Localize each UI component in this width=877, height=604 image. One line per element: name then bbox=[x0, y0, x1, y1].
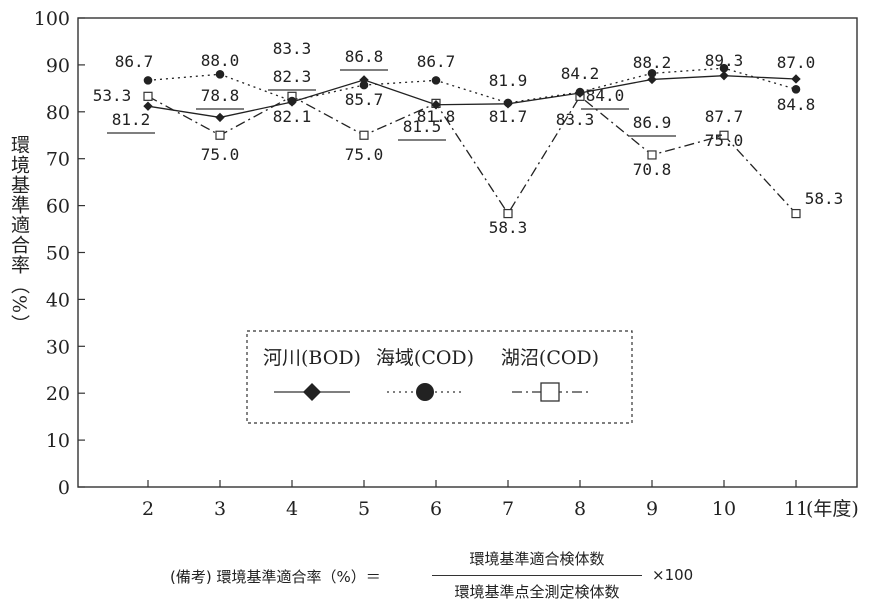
x-tick-label: 10 bbox=[712, 498, 736, 520]
axes: 0 10 20 30 40 50 60 70 80 90 100 2 3 4 5 6 7 8 9 10 11(年度) bbox=[34, 8, 859, 520]
y-tick-label: 60 bbox=[46, 196, 70, 218]
y-tick-label: 80 bbox=[46, 102, 70, 124]
legend-marker-2 bbox=[540, 382, 560, 402]
legend-marker-1 bbox=[416, 383, 434, 401]
data-label: 81.2 bbox=[112, 110, 151, 129]
data-point-0-8 bbox=[719, 70, 729, 81]
data-point-0-7 bbox=[647, 74, 657, 85]
data-point-1-5 bbox=[503, 98, 513, 108]
formula-fraction-bar bbox=[432, 575, 642, 576]
legend-label-2: 湖沼(COD) bbox=[501, 347, 599, 369]
data-label: 83.3 bbox=[273, 39, 312, 58]
data-point-1-1 bbox=[215, 69, 225, 79]
y-axis-label: 環境基準適合率（%） bbox=[8, 135, 30, 335]
formula-prefix: (備考) 環境基準適合率（%）＝ bbox=[170, 568, 381, 586]
y-tick-label: 90 bbox=[46, 55, 70, 77]
data-point-1-0 bbox=[143, 76, 153, 85]
data-label: 89.3 bbox=[705, 51, 744, 70]
data-label: 53.3 bbox=[93, 86, 132, 105]
data-point-2-7 bbox=[647, 150, 657, 160]
data-point-0-0 bbox=[143, 101, 153, 111]
data-label: 87.0 bbox=[777, 53, 816, 72]
data-label: 82.3 bbox=[273, 67, 312, 86]
y-tick-label: 100 bbox=[34, 8, 70, 30]
x-tick-label: 9 bbox=[646, 498, 658, 520]
data-label: 84.8 bbox=[777, 95, 816, 114]
data-label: 82.1 bbox=[273, 107, 312, 126]
x-tick-label: 7 bbox=[502, 498, 514, 520]
y-tick-label: 50 bbox=[46, 243, 70, 265]
data-label: 86.7 bbox=[115, 52, 154, 71]
data-label: 88.0 bbox=[201, 51, 240, 70]
series-markers bbox=[143, 63, 801, 219]
series-line-0 bbox=[147, 75, 797, 119]
data-point-0-9 bbox=[791, 74, 801, 84]
x-tick-label: 11 bbox=[784, 498, 808, 520]
data-point-2-9 bbox=[791, 208, 801, 219]
x-tick-label: 3 bbox=[214, 498, 226, 520]
data-label: 78.8 bbox=[201, 86, 240, 105]
x-axis-unit: (年度) bbox=[806, 498, 859, 520]
data-point-1-7 bbox=[647, 69, 657, 78]
data-label: 58.3 bbox=[489, 218, 528, 237]
data-label: 86.7 bbox=[417, 52, 456, 71]
data-label: 81.7 bbox=[489, 107, 528, 126]
legend-label-0: 河川(BOD) bbox=[263, 347, 361, 369]
series-line-1 bbox=[147, 67, 797, 104]
data-label: 87.7 bbox=[705, 107, 744, 126]
x-tick-label: 5 bbox=[358, 498, 370, 520]
legend: 河川(BOD) 海域(COD) 湖沼(COD) bbox=[246, 330, 633, 424]
legend-label-1: 海域(COD) bbox=[376, 347, 474, 369]
data-label: 58.3 bbox=[805, 189, 844, 208]
data-point-1-4 bbox=[431, 76, 441, 85]
y-tick-label: 10 bbox=[46, 430, 70, 452]
y-tick-label: 0 bbox=[58, 477, 70, 499]
data-point-0-1 bbox=[215, 112, 225, 123]
data-point-1-3 bbox=[359, 80, 369, 90]
data-label: 75.0 bbox=[201, 145, 240, 164]
data-label: 75.0 bbox=[705, 131, 744, 150]
formula-numerator: 環境基準適合検体数 bbox=[469, 550, 605, 568]
data-label: 81.9 bbox=[489, 71, 528, 90]
formula-note: (備考) 環境基準適合率（%）＝ 環境基準適合検体数 環境基準点全測定検体数 ×… bbox=[170, 548, 790, 604]
y-tick-label: 30 bbox=[46, 336, 70, 358]
data-label: 84.0 bbox=[586, 86, 625, 105]
y-tick-label: 40 bbox=[46, 289, 70, 311]
data-label: 83.3 bbox=[556, 110, 595, 129]
data-point-2-5 bbox=[503, 208, 513, 219]
series-lines bbox=[147, 67, 797, 215]
data-point-1-9 bbox=[791, 84, 801, 94]
data-labels: 81.2 78.8 82.1 86.8 81.5 81.7 84.0 86.9 87.7 87.0… bbox=[93, 39, 844, 237]
data-label: 85.7 bbox=[345, 90, 384, 109]
data-point-1-8 bbox=[719, 63, 729, 73]
legend-box bbox=[246, 330, 633, 424]
data-label: 86.8 bbox=[345, 47, 384, 66]
y-tick-label: 20 bbox=[46, 383, 70, 405]
x-tick-label: 2 bbox=[142, 498, 154, 520]
data-point-0-4 bbox=[431, 100, 441, 110]
data-point-1-6 bbox=[575, 87, 585, 97]
data-label: 84.2 bbox=[561, 64, 600, 83]
data-point-1-2 bbox=[287, 96, 297, 106]
data-label: 75.0 bbox=[345, 145, 384, 164]
data-label: 70.8 bbox=[633, 160, 672, 179]
x-tick-label: 4 bbox=[286, 498, 298, 520]
x-tick-label: 6 bbox=[430, 498, 442, 520]
data-point-2-3 bbox=[359, 130, 369, 140]
data-label: 81.8 bbox=[417, 107, 456, 126]
data-label: 81.5 bbox=[403, 117, 442, 136]
data-label: 86.9 bbox=[633, 113, 672, 132]
data-point-2-0 bbox=[143, 91, 153, 101]
formula-multiplier: ×100 bbox=[652, 566, 694, 584]
y-tick-label: 70 bbox=[46, 149, 70, 171]
legend-marker-0 bbox=[303, 383, 321, 401]
x-tick-label: 8 bbox=[574, 498, 586, 520]
data-point-2-8 bbox=[719, 130, 729, 140]
data-point-2-1 bbox=[215, 130, 225, 140]
formula-denominator: 環境基準点全測定検体数 bbox=[454, 583, 620, 601]
data-label: 88.2 bbox=[633, 53, 672, 72]
series-line-2 bbox=[147, 95, 797, 215]
